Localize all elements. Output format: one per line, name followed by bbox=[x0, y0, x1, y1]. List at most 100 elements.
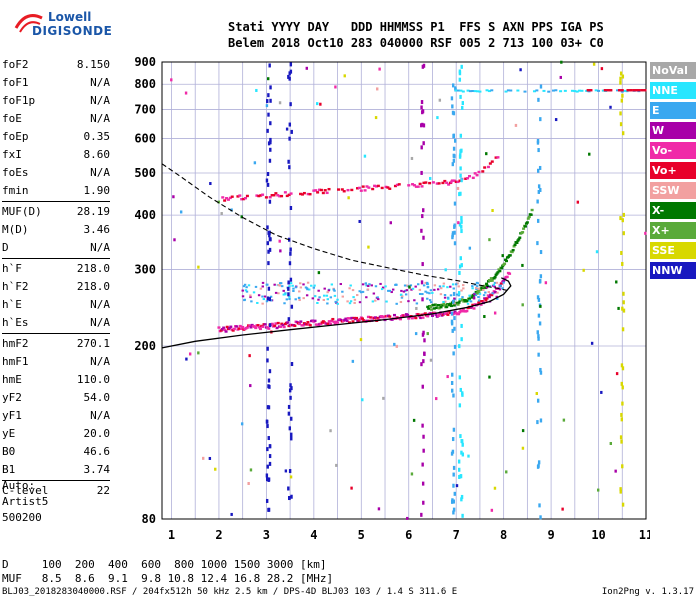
echo-point bbox=[289, 475, 293, 479]
echo-point bbox=[560, 60, 563, 64]
echo-point bbox=[433, 284, 437, 287]
echo-point bbox=[257, 294, 261, 297]
echo-point bbox=[518, 236, 522, 239]
echo-point bbox=[537, 184, 541, 189]
echo-point bbox=[266, 128, 269, 133]
echo-point bbox=[414, 285, 417, 288]
echo-point bbox=[433, 303, 437, 306]
echo-point bbox=[460, 229, 463, 234]
echo-point bbox=[279, 282, 283, 285]
echo-point bbox=[422, 330, 425, 335]
echo-point bbox=[480, 299, 484, 303]
echo-point bbox=[376, 296, 379, 299]
echo-point bbox=[269, 85, 272, 90]
echo-point bbox=[268, 158, 272, 163]
echo-point bbox=[471, 287, 474, 290]
echo-point bbox=[313, 295, 317, 298]
echo-point bbox=[539, 250, 543, 255]
echo-point bbox=[184, 91, 188, 95]
echo-point bbox=[429, 301, 433, 304]
echo-point bbox=[272, 194, 276, 197]
echo-point bbox=[358, 301, 362, 304]
echo-point bbox=[459, 387, 462, 392]
echo-point bbox=[290, 416, 293, 421]
echo-point bbox=[452, 427, 456, 432]
echo-point bbox=[576, 200, 580, 204]
echo-point bbox=[254, 326, 258, 330]
echo-point bbox=[486, 165, 490, 169]
param-value: N/A bbox=[90, 316, 110, 329]
echo-point bbox=[360, 317, 364, 320]
echo-point bbox=[422, 123, 426, 128]
echo-point bbox=[261, 325, 265, 328]
echo-point bbox=[391, 288, 395, 291]
param-name: hmF1 bbox=[2, 355, 29, 368]
echo-point bbox=[418, 182, 422, 186]
echo-point bbox=[470, 296, 474, 299]
echo-point bbox=[318, 296, 321, 299]
echo-point bbox=[360, 291, 363, 294]
echo-point bbox=[288, 76, 291, 81]
legend-item-noval: NoVal bbox=[650, 62, 696, 79]
echo-point bbox=[431, 181, 435, 184]
echo-point bbox=[458, 474, 461, 479]
echo-point bbox=[223, 328, 227, 332]
echo-point bbox=[268, 230, 271, 235]
echo-point bbox=[465, 309, 469, 313]
echo-point bbox=[452, 287, 455, 290]
echo-point bbox=[265, 300, 269, 303]
echo-point bbox=[449, 302, 453, 306]
echo-point bbox=[284, 292, 287, 295]
echo-point bbox=[466, 302, 470, 305]
echo-point bbox=[359, 338, 363, 342]
echo-point bbox=[452, 291, 456, 296]
echo-point bbox=[498, 288, 502, 291]
echo-point bbox=[460, 219, 463, 224]
echo-point bbox=[328, 322, 332, 326]
x-tick-label: 8 bbox=[500, 528, 507, 542]
echo-point bbox=[325, 294, 329, 297]
echo-point bbox=[269, 140, 272, 145]
echo-point bbox=[289, 205, 293, 210]
echo-point bbox=[388, 315, 392, 318]
echo-point bbox=[443, 179, 447, 183]
echo-point bbox=[476, 90, 480, 93]
echo-point bbox=[294, 298, 297, 301]
echo-point bbox=[265, 178, 269, 183]
echo-point bbox=[468, 90, 472, 93]
echo-point bbox=[404, 289, 407, 292]
echo-point bbox=[475, 174, 479, 177]
echo-point bbox=[532, 90, 536, 93]
echo-point bbox=[559, 75, 562, 79]
echo-point bbox=[420, 228, 423, 233]
echo-point bbox=[420, 512, 423, 517]
echo-point bbox=[621, 93, 624, 98]
echo-point bbox=[421, 332, 425, 337]
echo-point bbox=[484, 291, 487, 294]
echo-point bbox=[288, 136, 291, 141]
echo-point bbox=[539, 84, 543, 89]
echo-point bbox=[370, 284, 373, 287]
echo-point bbox=[286, 321, 290, 324]
echo-point bbox=[326, 298, 329, 301]
echo-point bbox=[410, 288, 413, 291]
echo-point bbox=[536, 330, 539, 335]
echo-point bbox=[225, 325, 229, 329]
echo-point bbox=[298, 322, 302, 326]
echo-point bbox=[341, 295, 344, 298]
echo-point bbox=[290, 386, 293, 391]
echo-point bbox=[288, 165, 291, 170]
echo-point bbox=[350, 188, 354, 192]
echo-point bbox=[539, 274, 543, 279]
echo-point bbox=[450, 321, 454, 326]
echo-point bbox=[287, 411, 291, 416]
param-value: 3.46 bbox=[83, 223, 111, 236]
echo-point bbox=[461, 105, 464, 110]
param-value: N/A bbox=[90, 409, 110, 422]
echo-point bbox=[278, 194, 282, 198]
echo-point bbox=[256, 324, 260, 327]
echo-point bbox=[617, 306, 620, 310]
echo-point bbox=[298, 290, 301, 293]
echo-point bbox=[491, 292, 494, 295]
echo-point bbox=[374, 185, 378, 188]
